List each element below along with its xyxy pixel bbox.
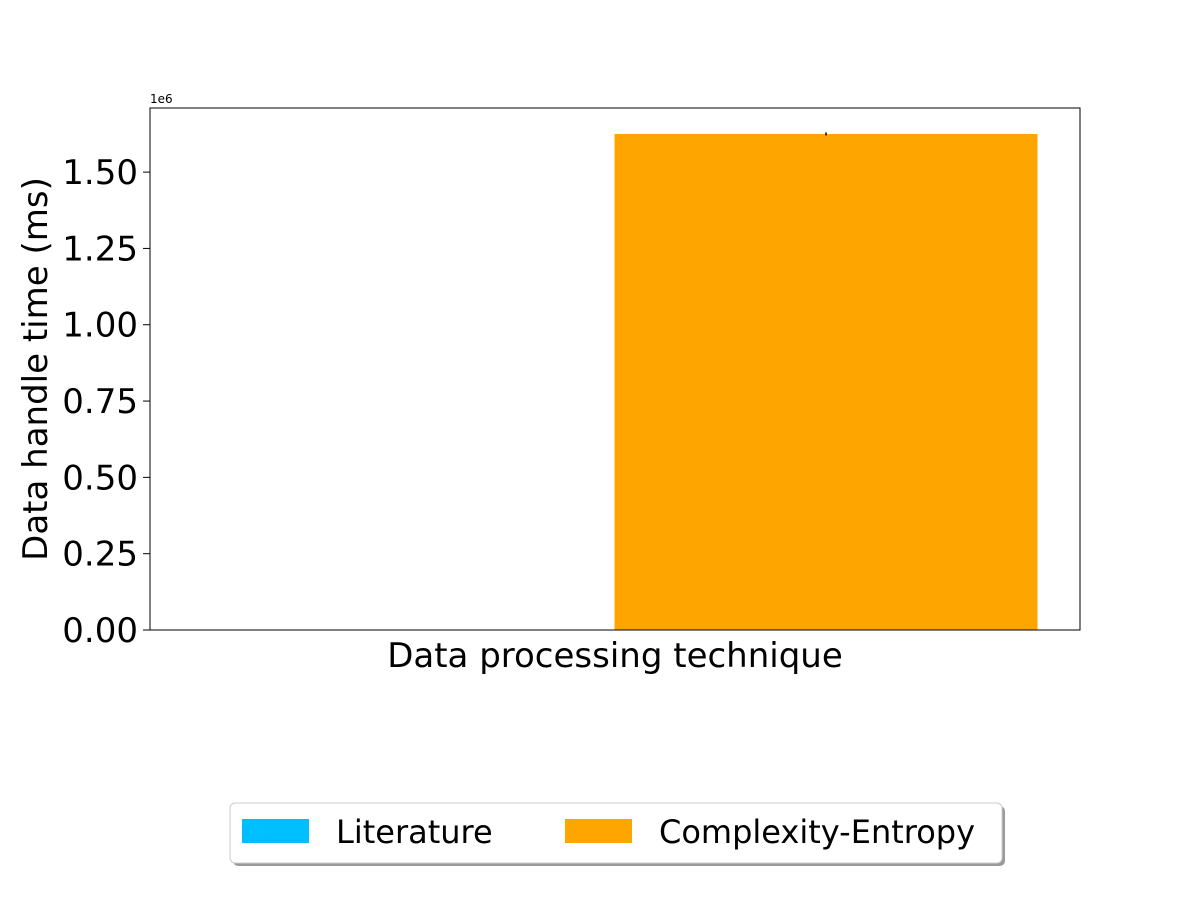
y-axis-label: Data handle time (ms)	[16, 177, 56, 561]
plot-frame	[149, 107, 1081, 631]
y-tick-label: 1.00	[62, 306, 138, 346]
y-offset-label: 1e6	[150, 92, 173, 106]
y-tick-label: 0.50	[62, 458, 138, 498]
y-axis: 0.00 0.25 0.50 0.75 1.00 1.25 1.50	[62, 153, 150, 651]
y-tick-label: 0.25	[62, 535, 138, 575]
legend-swatch	[565, 819, 632, 843]
bars	[614, 132, 1038, 630]
legend-label: Literature	[336, 813, 493, 851]
legend: Literature Complexity-Entropy	[229, 802, 1005, 866]
y-tick-label: 0.00	[62, 611, 138, 651]
y-tick-label: 1.50	[62, 153, 138, 193]
legend-swatch	[242, 819, 309, 843]
y-tick-label: 0.75	[62, 382, 138, 422]
bar-complexity-entropy	[614, 133, 1038, 630]
y-tick-label: 1.25	[62, 229, 138, 269]
legend-label: Complexity-Entropy	[659, 813, 975, 851]
x-axis-label: Data processing technique	[387, 636, 843, 676]
